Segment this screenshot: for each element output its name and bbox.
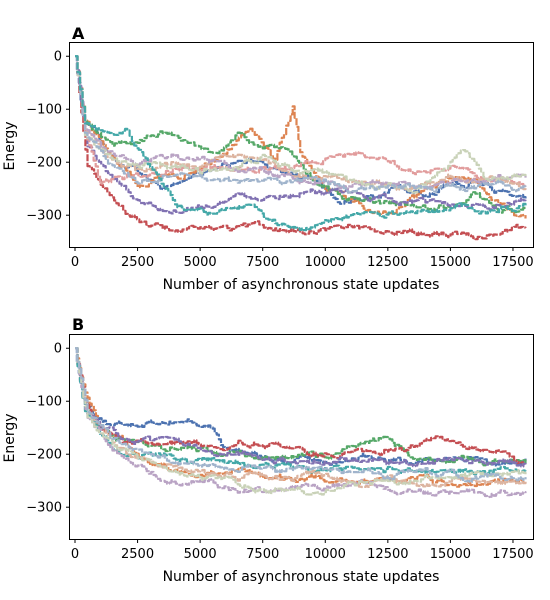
- panel-b-series-line-8: [75, 347, 527, 499]
- panel-a-y-tick-label: 0: [54, 50, 62, 65]
- panel-a-x-tick-label: 10000: [305, 255, 346, 270]
- panel-b-x-axis-label: Number of asynchronous state updates: [163, 569, 440, 585]
- panel-a-series-line-7: [75, 55, 527, 191]
- panel-b-y-tick-label: −100: [26, 395, 62, 410]
- panel-a-x-tick-label: 15000: [430, 255, 471, 270]
- panel-b-x-tick-label: 10000: [305, 547, 346, 562]
- panel-b-y-tick-label: −200: [26, 448, 62, 463]
- panel-a-x-tick-label: 17500: [492, 255, 533, 270]
- panel-a-plot-frame: [69, 42, 534, 248]
- panel-b-series-line-9: [75, 347, 527, 496]
- panel-b-x-tick-label: 5000: [184, 547, 217, 562]
- panel-a-series-line-3: [75, 55, 527, 214]
- panel-a-x-tick-label: 0: [71, 255, 79, 270]
- panel-b-x-tick-label: 0: [71, 547, 79, 562]
- panel-b-x-tick-label: 17500: [492, 547, 533, 562]
- panel-b-x-tick-label: 12500: [367, 547, 408, 562]
- panel-a-y-ticks: 0 −100 −200 −300: [26, 50, 70, 224]
- panel-a-y-axis-label: Energy: [2, 121, 18, 170]
- panel-a: A 0 2500 5000 7500 10000 12500 15000 17500 0 −10…: [2, 24, 534, 293]
- panel-b-y-axis-label: Energy: [2, 413, 18, 462]
- panel-a-x-ticks: 0 2500 5000 7500 10000 12500 15000 17500: [71, 247, 534, 270]
- panel-b-x-tick-label: 15000: [430, 547, 471, 562]
- panel-a-series-line-6: [75, 55, 527, 187]
- panel-b-y-ticks: 0 −100 −200 −300: [26, 342, 70, 516]
- panel-a-series-group: [75, 55, 527, 241]
- panel-b-series-group: [75, 347, 527, 499]
- panel-a-series-line-4: [75, 55, 527, 241]
- panel-b-x-tick-label: 2500: [121, 547, 154, 562]
- panel-a-x-tick-label: 7500: [246, 255, 279, 270]
- panel-a-series-line-9: [75, 55, 527, 194]
- panel-b-series-line-2: [75, 347, 527, 488]
- panel-a-x-axis-label: Number of asynchronous state updates: [163, 277, 440, 293]
- panel-a-y-tick-label: −200: [26, 156, 62, 171]
- panel-b-series-line-5: [75, 347, 527, 468]
- panel-b-letter: B: [72, 315, 84, 334]
- panel-b-y-tick-label: 0: [54, 342, 62, 357]
- panel-a-x-tick-label: 12500: [367, 255, 408, 270]
- panel-b-series-line-10: [75, 347, 527, 484]
- panel-a-x-tick-label: 2500: [121, 255, 154, 270]
- panel-a-x-tick-label: 5000: [184, 255, 217, 270]
- panel-b-x-tick-label: 7500: [246, 547, 279, 562]
- panel-b-plot-frame: [69, 334, 534, 540]
- panel-b-y-tick-label: −300: [26, 501, 62, 516]
- panel-a-letter: A: [72, 24, 85, 43]
- panel-a-y-tick-label: −100: [26, 103, 62, 118]
- panel-b-series-line-3: [75, 347, 527, 467]
- panel-b-x-ticks: 0 2500 5000 7500 10000 12500 15000 17500: [71, 539, 534, 562]
- panel-a-series-line-2: [75, 55, 527, 219]
- panel-a-series-line-11: [75, 55, 527, 232]
- panel-a-series-line-10: [75, 55, 527, 194]
- panel-b: B 0 2500 5000 7500 10000 12500 15000 17500 0 −10…: [2, 315, 534, 585]
- panel-a-y-tick-label: −300: [26, 209, 62, 224]
- panel-b-series-line-4: [75, 347, 527, 467]
- panel-a-series-line-5: [75, 55, 527, 215]
